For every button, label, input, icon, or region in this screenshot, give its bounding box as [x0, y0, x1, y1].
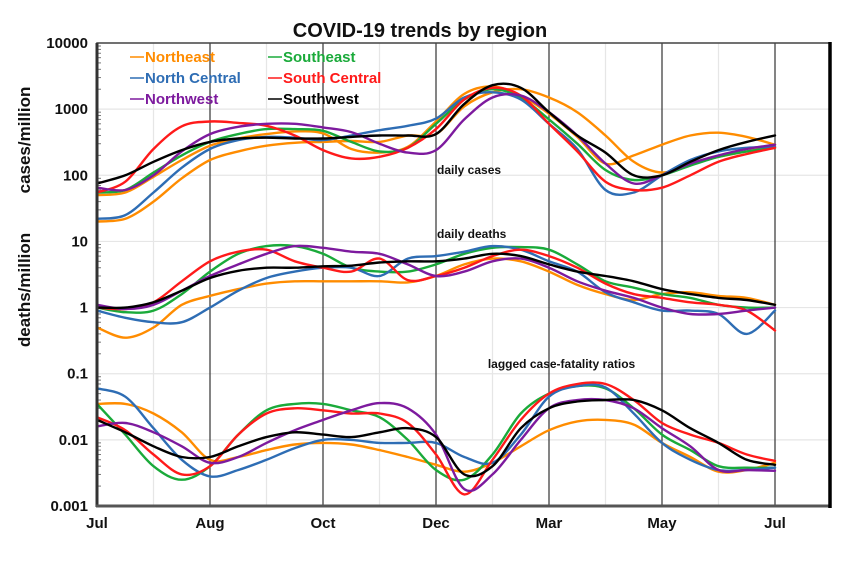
- legend-label: Southwest: [283, 91, 359, 108]
- series-line-north-central: [95, 383, 777, 478]
- panel-daily-deaths: [95, 243, 777, 339]
- y-tick-labels: 10000 1000 100 10 1 0.1 0.01 0.001: [46, 35, 88, 515]
- legend-label: Northeast: [145, 49, 215, 66]
- series-line-south-central: [95, 86, 777, 194]
- y-axis-label-deaths: deaths/million: [15, 233, 34, 347]
- series-line-southwest: [95, 252, 777, 310]
- series-line-northeast: [95, 85, 777, 197]
- panel-lagged-case-fatality-ratios: [95, 381, 777, 496]
- y-tick-label: 10000: [46, 35, 88, 52]
- series-line-north-central: [95, 244, 777, 336]
- y-tick-label: 100: [63, 167, 88, 184]
- y-tick-label: 0.01: [59, 432, 88, 449]
- x-tick-labels: Jul Aug Oct Dec Mar May Jul: [86, 515, 786, 532]
- y-tick-label: 1000: [55, 101, 88, 118]
- series-line-northwest: [95, 397, 777, 492]
- series-line-northwest: [95, 244, 777, 316]
- legend-label: Northwest: [145, 91, 218, 108]
- annotation-label: daily deaths: [437, 227, 507, 241]
- annotation-label: daily cases: [437, 163, 501, 177]
- x-tick-label: Jul: [86, 515, 108, 532]
- annotations: daily cases daily deaths lagged case-fatal…: [437, 163, 636, 371]
- legend-item: South Central: [268, 70, 381, 87]
- legend-label: North Central: [145, 70, 241, 87]
- gridlines: [97, 42, 830, 507]
- legend-item: North Central: [130, 70, 241, 87]
- x-tick-label: Dec: [422, 515, 450, 532]
- series-line-southwest: [95, 398, 777, 478]
- legend-item: Northeast: [130, 49, 215, 66]
- x-tick-label: Jul: [764, 515, 786, 532]
- legend-label: South Central: [283, 70, 381, 87]
- x-tick-label: Mar: [536, 515, 563, 532]
- y-axis-label-cases: cases/million: [15, 87, 34, 194]
- series-layer: [95, 82, 777, 496]
- x-tick-label: Oct: [310, 515, 335, 532]
- legend-item: Northwest: [130, 91, 218, 108]
- panel-daily-cases: [95, 82, 777, 223]
- y-tick-label: 10: [71, 233, 88, 250]
- series-line-southwest: [95, 82, 777, 185]
- y-tick-label: 0.1: [67, 366, 88, 383]
- series-line-south-central: [95, 381, 777, 496]
- legend: Northeast Southeast North Central South Cen…: [130, 49, 381, 108]
- y-tick-label: 0.001: [50, 498, 88, 515]
- legend-item: Southeast: [268, 49, 356, 66]
- y-tick-label: 1: [80, 300, 88, 317]
- x-tick-label: May: [647, 515, 677, 532]
- legend-item: Southwest: [268, 91, 359, 108]
- series-line-southeast: [95, 243, 777, 314]
- annotation-label: lagged case-fatality ratios: [488, 357, 636, 371]
- x-tick-label: Aug: [195, 515, 224, 532]
- chart-title: COVID-19 trends by region: [293, 20, 548, 42]
- legend-label: Southeast: [283, 49, 356, 66]
